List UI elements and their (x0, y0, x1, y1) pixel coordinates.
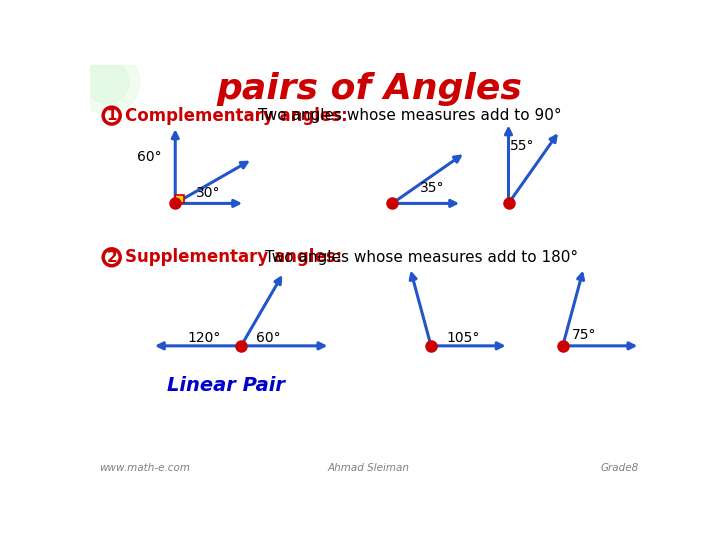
Text: 120°: 120° (187, 331, 220, 345)
Text: 60°: 60° (138, 150, 162, 164)
Circle shape (103, 107, 120, 124)
Text: Grade8: Grade8 (600, 463, 639, 473)
Text: 30°: 30° (196, 186, 220, 200)
Text: 1: 1 (107, 108, 117, 123)
Text: Complementary angles:: Complementary angles: (125, 106, 348, 125)
Text: Linear Pair: Linear Pair (166, 376, 284, 395)
Bar (175, 195, 184, 204)
Circle shape (86, 60, 129, 103)
Circle shape (74, 49, 140, 114)
Text: 105°: 105° (447, 331, 480, 345)
Text: Two angles whose measures add to 180°: Two angles whose measures add to 180° (261, 250, 579, 265)
Text: 55°: 55° (510, 139, 535, 153)
Circle shape (103, 249, 120, 266)
Text: 35°: 35° (420, 181, 445, 195)
Text: 2: 2 (107, 250, 117, 265)
Text: Supplementary angles:: Supplementary angles: (125, 248, 342, 266)
Text: Two angles whose measures add to 90°: Two angles whose measures add to 90° (253, 108, 562, 123)
Text: Ahmad Sleiman: Ahmad Sleiman (328, 463, 410, 473)
Text: 60°: 60° (256, 331, 281, 345)
Text: www.math-e.com: www.math-e.com (99, 463, 190, 473)
Text: pairs of Angles: pairs of Angles (216, 72, 522, 106)
Text: 75°: 75° (572, 328, 597, 342)
